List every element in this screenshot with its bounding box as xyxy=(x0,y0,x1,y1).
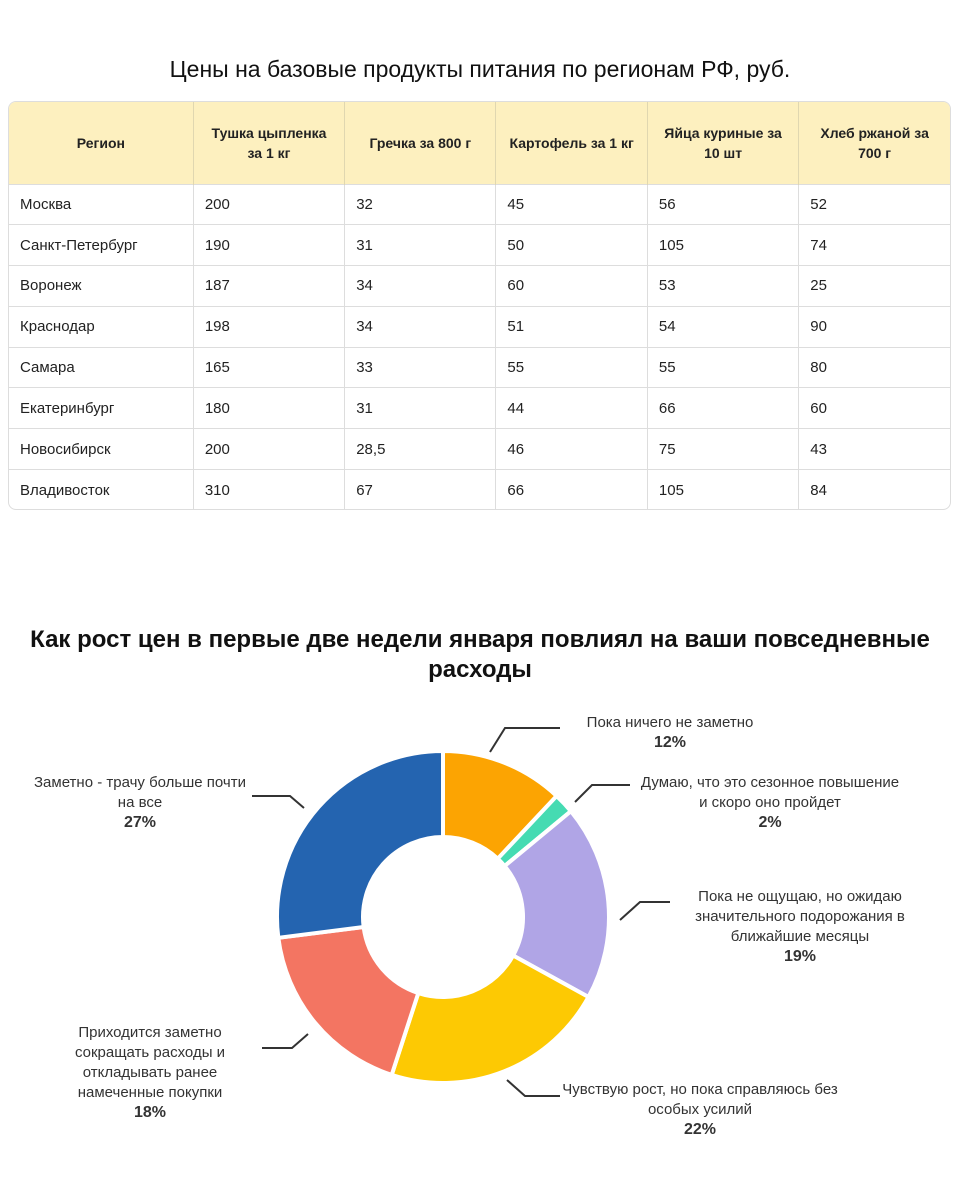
price-cell: 60 xyxy=(798,387,950,429)
price-cell: 45 xyxy=(495,183,648,225)
region-cell: Санкт-Петербург xyxy=(9,224,194,266)
leader-line xyxy=(489,727,560,753)
slice-label-1: Думаю, что это сезонное повышение и скор… xyxy=(640,774,900,831)
region-cell: Воронеж xyxy=(9,265,194,307)
price-cell: 44 xyxy=(495,387,648,429)
price-cell: 52 xyxy=(798,183,950,225)
price-cell: 31 xyxy=(344,387,497,429)
price-cell: 187 xyxy=(193,265,346,307)
price-cell: 55 xyxy=(495,346,648,388)
price-cell: 51 xyxy=(495,305,648,348)
price-cell: 80 xyxy=(798,346,950,388)
donut-slice xyxy=(276,925,421,1077)
table-row: Москва 200 32 45 56 52 xyxy=(9,183,950,225)
column-header: Тушка цыпленка за 1 кг xyxy=(193,102,346,184)
price-cell: 105 xyxy=(647,469,800,509)
donut-slice xyxy=(502,809,611,999)
donut-slice xyxy=(275,749,445,940)
price-cell: 67 xyxy=(344,469,497,509)
region-cell: Новосибирск xyxy=(9,428,194,470)
price-cell: 46 xyxy=(495,428,648,470)
price-cell: 50 xyxy=(495,224,648,266)
region-cell: Самара xyxy=(9,346,194,388)
column-header: Гречка за 800 г xyxy=(344,102,497,184)
table-title: Цены на базовые продукты питания по реги… xyxy=(169,56,791,82)
price-cell: 31 xyxy=(344,224,497,266)
column-header: Регион xyxy=(9,102,194,184)
price-cell: 190 xyxy=(193,224,346,266)
price-cell: 55 xyxy=(647,346,800,388)
leader-line xyxy=(574,784,630,803)
price-cell: 28,5 xyxy=(344,428,497,470)
price-cell: 180 xyxy=(193,387,346,429)
slice-label-0: Пока ничего не заметно 12% xyxy=(586,714,754,751)
table-row: Воронеж 187 34 60 53 25 xyxy=(9,265,950,307)
price-cell: 56 xyxy=(647,183,800,225)
price-cell: 75 xyxy=(647,428,800,470)
price-cell: 34 xyxy=(344,265,497,307)
region-cell: Краснодар xyxy=(9,305,194,348)
price-cell: 200 xyxy=(193,428,346,470)
price-cell: 60 xyxy=(495,265,648,307)
price-cell: 34 xyxy=(344,305,497,348)
slice-label-5: Заметно - трачу больше почти на все 27% xyxy=(33,774,246,831)
price-cell: 25 xyxy=(798,265,950,307)
column-header: Хлеб ржаной за 700 г xyxy=(798,102,950,184)
price-cell: 66 xyxy=(495,469,648,509)
leader-line xyxy=(252,795,305,809)
leader-line xyxy=(619,901,670,921)
table-row: Краснодар 198 34 51 54 90 xyxy=(9,305,950,348)
price-cell: 200 xyxy=(193,183,346,225)
price-cell: 66 xyxy=(647,387,800,429)
donut-slice xyxy=(389,953,591,1086)
price-cell: 32 xyxy=(344,183,497,225)
table-row: Санкт-Петербург 190 31 50 105 74 xyxy=(9,224,950,266)
price-cell: 53 xyxy=(647,265,800,307)
table-row: Самара 165 33 55 55 80 xyxy=(9,346,950,388)
slice-label-4: Приходится заметно сокращать расходы и о… xyxy=(74,1024,226,1121)
price-cell: 198 xyxy=(193,305,346,348)
price-cell: 74 xyxy=(798,224,950,266)
slice-label-3: Чувствую рост, но пока справляюсь без ос… xyxy=(562,1081,838,1138)
region-cell: Екатеринбург xyxy=(9,387,194,429)
price-cell: 33 xyxy=(344,346,497,388)
price-cell: 105 xyxy=(647,224,800,266)
region-cell: Владивосток xyxy=(9,469,194,509)
table-row: Новосибирск 200 28,5 46 75 43 xyxy=(9,428,950,470)
price-cell: 90 xyxy=(798,305,950,348)
column-header: Яйца куриные за 10 шт xyxy=(647,102,800,184)
leader-line xyxy=(262,1033,309,1049)
leader-line xyxy=(506,1079,560,1097)
column-header: Картофель за 1 кг xyxy=(495,102,648,184)
table-row: Владивосток 310 67 66 105 84 xyxy=(9,469,950,509)
chart-title: Как рост цен в первые две недели января … xyxy=(30,626,930,683)
price-cell: 54 xyxy=(647,305,800,348)
price-cell: 43 xyxy=(798,428,950,470)
slice-label-2: Пока не ощущаю, но ожидаю значительного … xyxy=(695,888,905,965)
region-cell: Москва xyxy=(9,183,194,225)
table-row: Екатеринбург 180 31 44 66 60 xyxy=(9,387,950,429)
price-cell: 84 xyxy=(798,469,950,509)
price-cell: 165 xyxy=(193,346,346,388)
price-table: Регион Тушка цыпленка за 1 кг Гречка за 80… xyxy=(8,101,951,510)
price-cell: 310 xyxy=(193,469,346,509)
